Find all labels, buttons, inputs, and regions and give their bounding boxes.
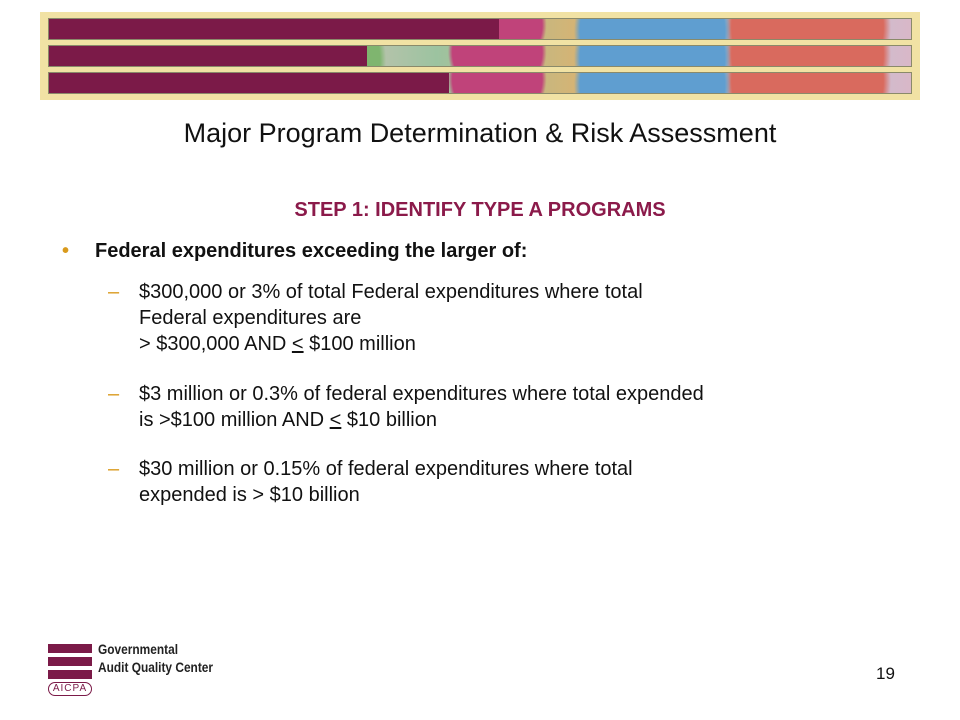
- sub-item-1-line-3-post: $100 million: [303, 333, 416, 355]
- gaqc-logo: AICPA Governmental Audit Quality Center: [48, 640, 248, 700]
- banner-stripe-2: [48, 45, 912, 67]
- dash-marker: –: [108, 458, 120, 480]
- sub-item-1: – $300,000 or 3% of total Federal expend…: [108, 279, 908, 357]
- dash-marker: –: [108, 383, 120, 405]
- sub-item-3: – $30 million or 0.15% of federal expend…: [108, 456, 908, 508]
- banner-stripe-1: [48, 18, 912, 40]
- sub-item-1-line-1: $300,000 or 3% of total Federal expendit…: [139, 281, 643, 303]
- sub-item-1-line-3: > $300,000 AND < $100 million: [139, 331, 908, 357]
- banner-stripe-1-fill: [49, 19, 499, 39]
- slide-title: Major Program Determination & Risk Asses…: [183, 118, 777, 148]
- step-heading: STEP 1: IDENTIFY TYPE A PROGRAMS: [294, 199, 666, 221]
- le-symbol: <: [329, 409, 342, 431]
- sub-item-3-line-1: $30 million or 0.15% of federal expendit…: [139, 458, 633, 480]
- sub-item-2-text: $3 million or 0.3% of federal expenditur…: [139, 381, 908, 433]
- sub-item-2-line-2: is >$100 million AND < $10 billion: [139, 407, 908, 433]
- logo-line-1: Governmental: [98, 641, 179, 657]
- sub-item-1-line-2: Federal expenditures are: [139, 307, 362, 329]
- bullet-marker: •: [62, 240, 70, 262]
- sub-item-2-line-2-post: $10 billion: [341, 409, 437, 431]
- sub-item-3-line-2: expended is > $10 billion: [139, 484, 360, 506]
- sub-item-1-line-3-pre: > $300,000 AND: [139, 333, 292, 355]
- logo-bar-3: [48, 670, 92, 679]
- sub-item-2: – $3 million or 0.3% of federal expendit…: [108, 381, 908, 433]
- logo-line-2: Audit Quality Center: [98, 659, 214, 675]
- main-bullet: • Federal expenditures exceeding the lar…: [62, 240, 527, 263]
- page-number: 19: [876, 664, 895, 683]
- sub-item-2-line-2-pre: is >$100 million AND: [139, 409, 330, 431]
- sub-item-1-text: $300,000 or 3% of total Federal expendit…: [139, 279, 908, 357]
- banner-stripe-2-fill: [49, 46, 367, 66]
- header-banner: [40, 12, 920, 100]
- banner-stripe-3: [48, 72, 912, 94]
- dash-marker: –: [108, 281, 120, 303]
- bullet-text: Federal expenditures exceeding the large…: [95, 240, 528, 262]
- aicpa-badge: AICPA: [48, 682, 92, 696]
- logo-bar-1: [48, 644, 92, 653]
- banner-stripe-3-fill: [49, 73, 449, 93]
- le-symbol: <: [291, 333, 304, 355]
- sub-item-2-line-1: $3 million or 0.3% of federal expenditur…: [139, 383, 704, 405]
- logo-bar-2: [48, 657, 92, 666]
- sub-item-3-text: $30 million or 0.15% of federal expendit…: [139, 456, 908, 508]
